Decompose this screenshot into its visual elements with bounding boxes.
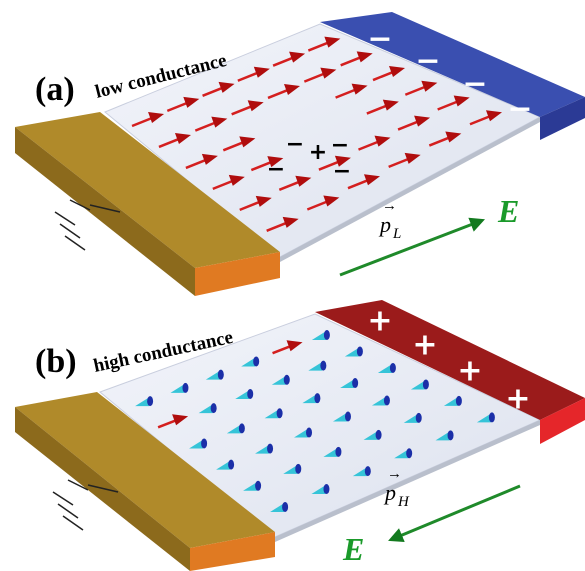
- electrode-sign: −: [507, 92, 532, 127]
- figure: (a) low conductance − − − − − + − − − p …: [0, 0, 585, 571]
- dipole-cone-base: [345, 412, 351, 422]
- panel-label: (a): [35, 71, 75, 108]
- dipole-cone-base: [201, 438, 207, 448]
- dipole-cone-base: [282, 502, 288, 512]
- dipole-cone-base: [255, 481, 261, 491]
- field-arrow: [395, 486, 520, 538]
- electrode-sign: −: [367, 22, 392, 57]
- panel-b: (b) high conductance + + + + p → H E: [15, 300, 585, 571]
- dipole-cone-base: [352, 378, 358, 388]
- dipole-cone-base: [314, 393, 320, 403]
- dipole-cone-base: [239, 423, 245, 433]
- charge: −: [286, 132, 304, 157]
- dipole-cone-base: [390, 363, 396, 373]
- electrode-sign: −: [462, 67, 487, 102]
- panel-a: (a) low conductance − − − − − + − − − p …: [15, 12, 585, 296]
- field-arrow: [340, 222, 478, 275]
- dipole-cone-base: [211, 403, 217, 413]
- dipole-cone-base: [295, 464, 301, 474]
- electrode-sign: +: [505, 382, 530, 417]
- dipole-cone-base: [182, 383, 188, 393]
- dipole-cone-base: [448, 430, 454, 440]
- dipole-subscript: L: [392, 226, 401, 242]
- dipole-cone-base: [324, 330, 330, 340]
- charge: −: [267, 157, 285, 182]
- charge: −: [333, 159, 351, 184]
- dipole-arrow: →: [387, 466, 402, 482]
- dipole-cone-base: [416, 413, 422, 423]
- dipole-cone-base: [376, 430, 382, 440]
- dipole-subscript: H: [397, 494, 410, 510]
- charge: +: [309, 140, 327, 165]
- dipole-cone-base: [253, 356, 259, 366]
- electrode-sign: +: [412, 328, 437, 363]
- dipole-cone-base: [247, 389, 253, 399]
- dipole-cone-base: [384, 395, 390, 405]
- dipole-cone-base: [284, 375, 290, 385]
- dipole-cone-base: [335, 447, 341, 457]
- dipole-symbol: p: [378, 212, 391, 237]
- field-label: E: [342, 531, 364, 567]
- dipole-cone-base: [147, 396, 153, 406]
- dipole-cone-base: [489, 412, 495, 422]
- dipole-cone-base: [218, 370, 224, 380]
- dipole-arrow: →: [382, 198, 397, 214]
- dipole-cone-base: [456, 396, 462, 406]
- electrode-sign: +: [457, 354, 482, 389]
- field-label: E: [497, 193, 519, 229]
- dipole-symbol: p: [383, 480, 396, 505]
- dipole-cone-base: [423, 379, 429, 389]
- dipole-cone-base: [228, 460, 234, 470]
- dipole-cone-base: [323, 484, 329, 494]
- charge: −: [331, 133, 349, 158]
- dipole-cone-base: [320, 361, 326, 371]
- dipole-cone-base: [365, 466, 371, 476]
- dipole-cone-base: [306, 428, 312, 438]
- dipole-cone-base: [277, 408, 283, 418]
- panel-label: (b): [35, 343, 77, 380]
- electrode-sign: −: [415, 44, 440, 79]
- dipole-cone-base: [267, 444, 273, 454]
- dipole-cone-base: [357, 346, 363, 356]
- dipole-cone-base: [406, 448, 412, 458]
- electrode-sign: +: [367, 304, 392, 339]
